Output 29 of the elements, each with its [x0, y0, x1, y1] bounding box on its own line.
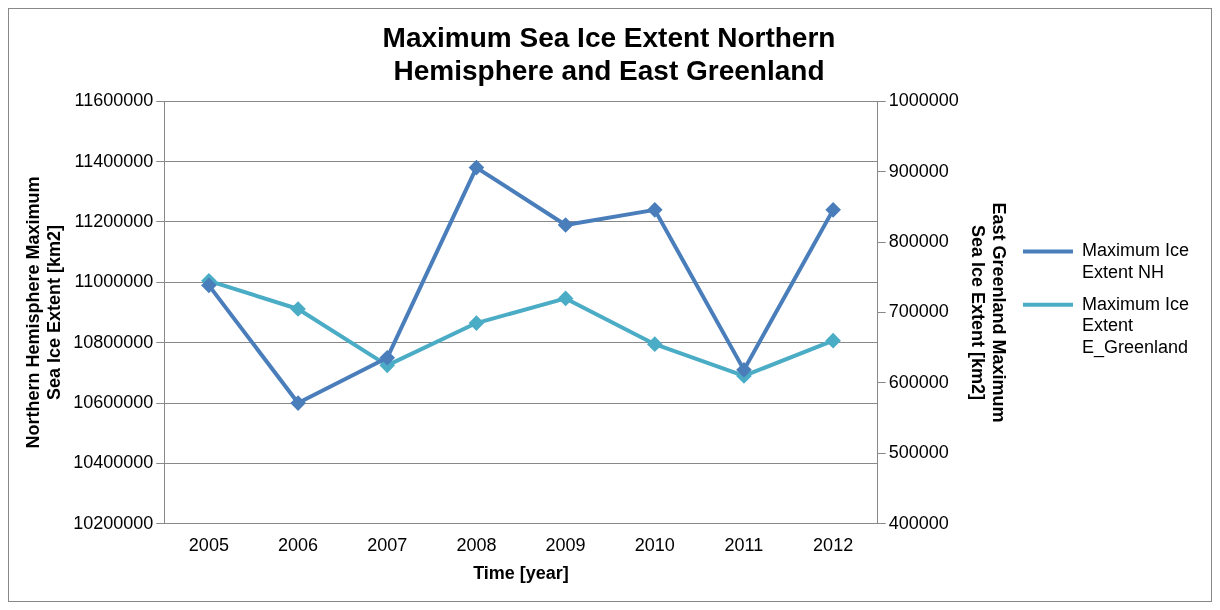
x-axis-title: Time [year] [473, 563, 569, 584]
y2-tick-label: 700000 [888, 301, 949, 322]
x-tick-label: 2008 [456, 534, 497, 555]
x-tick-label: 2012 [813, 534, 854, 555]
y2-tick-label: 900000 [888, 160, 949, 181]
y2-tick-label: 800000 [888, 231, 949, 252]
legend-label: Maximum Ice Extent E_Greenland [1081, 293, 1189, 358]
x-tick-label: 2010 [634, 534, 675, 555]
y2-tick-label: 1000000 [888, 90, 959, 111]
y2-tick-label: 600000 [888, 371, 949, 392]
y-tick-label: 11400000 [74, 150, 154, 171]
chart-title: Maximum Sea Ice Extent Northern Hemisphere and East Greenland [382, 21, 836, 87]
y-tick-label: 11000000 [74, 271, 154, 292]
y2-tick-label: 500000 [888, 442, 949, 463]
y-tick-label: 10800000 [73, 331, 154, 352]
x-tick-label: 2005 [188, 534, 229, 555]
x-tick-label: 2011 [724, 534, 764, 555]
x-tick-label: 2007 [367, 534, 408, 555]
y2-axis-title: East Greenland Maximum Sea Ice Extent [km2] [967, 202, 1010, 423]
legend-label: Maximum Ice Extent NH [1081, 240, 1189, 283]
y-tick-label: 11200000 [74, 210, 154, 231]
x-tick-label: 2006 [278, 534, 319, 555]
y2-tick-label: 400000 [888, 512, 949, 533]
y-tick-label: 10600000 [73, 392, 154, 413]
x-tick-label: 2009 [545, 534, 586, 555]
y-axis-title: Northern Hemisphere Maximum Sea Ice Extent [km2] [22, 176, 65, 449]
y-tick-label: 11600000 [74, 90, 154, 111]
y-tick-label: 10400000 [73, 452, 154, 473]
y-tick-label: 10200000 [73, 512, 154, 533]
